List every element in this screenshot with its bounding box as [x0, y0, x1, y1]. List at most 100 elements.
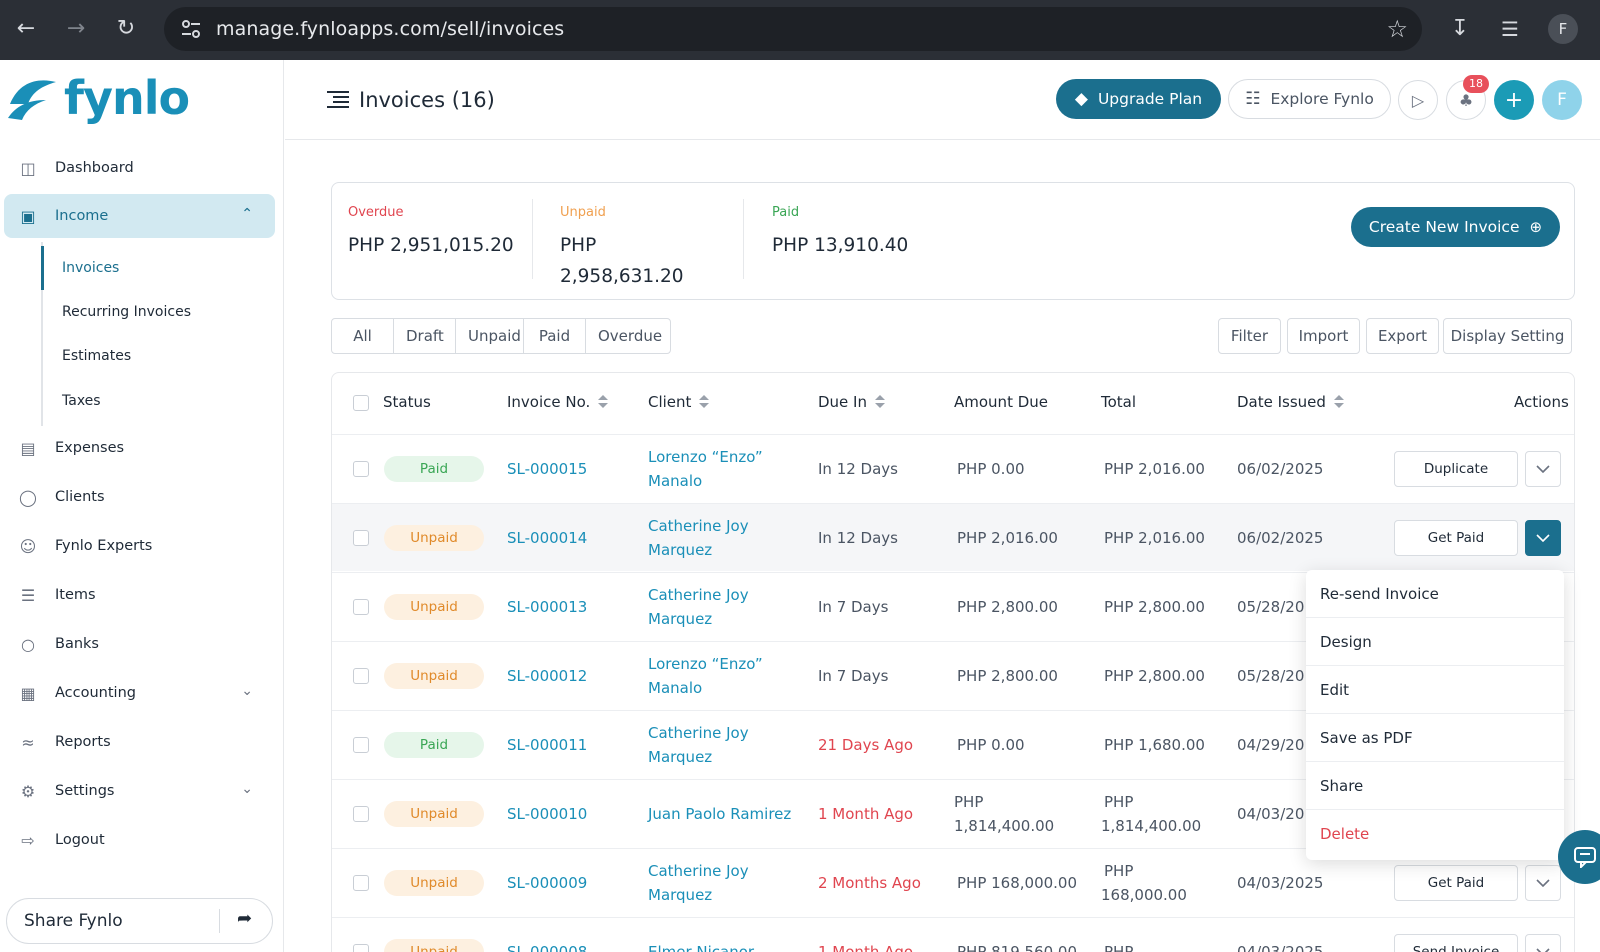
sort-icon[interactable]	[874, 395, 885, 409]
address-bar[interactable]: manage.fynloapps.com/sell/invoices ☆	[164, 7, 1422, 51]
table-row[interactable]	[332, 641, 1574, 709]
row-checkbox[interactable]	[353, 736, 369, 753]
sort-icon[interactable]	[699, 395, 710, 409]
site-settings-icon[interactable]	[180, 19, 202, 39]
forward-icon[interactable]: →	[66, 16, 86, 41]
video-button[interactable]: ▷	[1398, 80, 1438, 120]
client-name-link[interactable]: Catherine Joy	[648, 723, 749, 742]
column-header-due-in[interactable]: Due In	[818, 393, 885, 411]
sidebar-item-banks[interactable]: ○ Banks	[4, 622, 275, 666]
sidebar-item-clients[interactable]: ◯ Clients	[4, 475, 275, 519]
table-row[interactable]	[332, 572, 1574, 640]
invoice-number-link[interactable]: SL-000011	[507, 735, 588, 754]
select-all-checkbox[interactable]	[353, 395, 369, 411]
download-icon[interactable]: ↧	[1450, 16, 1470, 41]
sidebar-item-reports[interactable]: ≈ Reports	[4, 720, 275, 764]
user-avatar[interactable]: F	[1542, 80, 1582, 120]
upgrade-plan-button[interactable]: ◆ Upgrade Plan	[1056, 79, 1221, 119]
client-name-link[interactable]: Juan Paolo Ramirez	[648, 804, 792, 823]
url-text[interactable]: manage.fynloapps.com/sell/invoices	[216, 18, 565, 40]
menu-item-share[interactable]: Share	[1306, 762, 1564, 810]
table-row[interactable]	[332, 503, 1574, 571]
chevron-down-icon[interactable]: ⌄	[241, 781, 253, 797]
sidebar-item-accounting[interactable]: ▦ Accounting ⌄	[4, 671, 275, 715]
tab-paid[interactable]: Paid	[524, 319, 586, 353]
sidebar-item-settings[interactable]: ⚙ Settings ⌄	[4, 769, 275, 813]
column-header-date-issued[interactable]: Date Issued	[1237, 393, 1344, 411]
sidebar-subitem-estimates[interactable]: Estimates	[62, 348, 132, 364]
bookmark-star-icon[interactable]: ☆	[1386, 15, 1408, 43]
row-actions-dropdown-button[interactable]	[1525, 450, 1561, 487]
client-name-link[interactable]: Catherine Joy	[648, 516, 749, 535]
tab-draft[interactable]: Draft	[394, 319, 456, 353]
browser-profile-avatar[interactable]: F	[1548, 14, 1578, 44]
row-actions-dropdown-button[interactable]	[1525, 519, 1561, 556]
sidebar-item-fynlo-experts[interactable]: ☺ Fynlo Experts	[4, 524, 275, 568]
menu-item-delete[interactable]: Delete	[1320, 825, 1370, 843]
row-checkbox[interactable]	[353, 874, 369, 891]
client-name-link[interactable]: Manalo	[648, 471, 703, 490]
sidebar-subitem-invoices[interactable]: Invoices	[62, 260, 120, 276]
sidebar-item-logout[interactable]: ⇨ Logout	[4, 818, 275, 862]
menu-toggle-icon[interactable]	[327, 90, 349, 108]
client-name-link[interactable]: Marquez	[648, 540, 713, 559]
sidebar-item-items[interactable]: ☰ Items	[4, 573, 275, 617]
client-name-link[interactable]: Marquez	[648, 747, 713, 766]
table-row[interactable]	[332, 848, 1574, 916]
chevron-down-icon[interactable]: ⌄	[241, 683, 253, 699]
chat-support-button[interactable]	[1558, 830, 1600, 884]
sidebar-item-income[interactable]: ▣ Income ⌃	[4, 194, 275, 238]
client-name-link[interactable]: Manalo	[648, 678, 703, 697]
display-setting-button[interactable]: Display Setting	[1443, 318, 1572, 354]
invoice-number-link[interactable]: SL-000008	[507, 942, 588, 952]
row-checkbox[interactable]	[353, 667, 369, 684]
column-header-client[interactable]: Client	[648, 393, 710, 411]
sidebar-subitem-taxes[interactable]: Taxes	[62, 393, 101, 409]
row-checkbox[interactable]	[353, 943, 369, 952]
explore-fynlo-button[interactable]: ☷ Explore Fynlo	[1228, 79, 1391, 119]
row-checkbox[interactable]	[353, 529, 369, 546]
invoice-number-link[interactable]: SL-000009	[507, 873, 588, 892]
row-action-button[interactable]: Send Invoice	[1394, 933, 1518, 952]
client-name-link[interactable]: Catherine Joy	[648, 585, 749, 604]
client-name-link[interactable]: Marquez	[648, 885, 713, 904]
client-name-link[interactable]: Catherine Joy	[648, 861, 749, 880]
row-checkbox[interactable]	[353, 598, 369, 615]
table-row[interactable]	[332, 779, 1574, 847]
row-action-button[interactable]: Get Paid	[1394, 864, 1518, 901]
table-row[interactable]	[332, 434, 1574, 502]
client-name-link[interactable]: Lorenzo “Enzo”	[648, 447, 763, 466]
filter-button[interactable]: Filter	[1218, 318, 1281, 354]
row-action-button[interactable]: Duplicate	[1394, 450, 1518, 487]
back-icon[interactable]: ←	[16, 16, 36, 41]
table-row[interactable]	[332, 917, 1574, 952]
sidebar-item-expenses[interactable]: ▤ Expenses	[4, 426, 275, 470]
import-button[interactable]: Import	[1287, 318, 1360, 354]
sidebar-item-dashboard[interactable]: ◫ Dashboard	[4, 146, 275, 190]
media-queue-icon[interactable]: ☰	[1501, 17, 1519, 41]
menu-item-edit[interactable]: Edit	[1306, 666, 1564, 714]
add-button[interactable]: +	[1494, 80, 1534, 120]
tab-unpaid[interactable]: Unpaid	[456, 319, 524, 353]
invoice-number-link[interactable]: SL-000015	[507, 459, 588, 478]
row-actions-dropdown-button[interactable]	[1525, 933, 1561, 952]
sort-icon[interactable]	[1333, 395, 1344, 409]
tab-all[interactable]: All	[332, 319, 394, 353]
share-icon[interactable]: ➦	[237, 908, 253, 929]
invoice-number-link[interactable]: SL-000013	[507, 597, 588, 616]
export-button[interactable]: Export	[1366, 318, 1439, 354]
sort-icon[interactable]	[598, 395, 609, 409]
sidebar-subitem-recurring-invoices[interactable]: Recurring Invoices	[62, 304, 191, 320]
reload-icon[interactable]: ↻	[116, 16, 136, 41]
invoice-number-link[interactable]: SL-000012	[507, 666, 588, 685]
client-name-link[interactable]: Elmer Nicanor	[648, 942, 755, 952]
fynlo-logo[interactable]: fynlo	[6, 71, 190, 125]
chevron-up-icon[interactable]: ⌃	[241, 206, 253, 222]
invoice-number-link[interactable]: SL-000010	[507, 804, 588, 823]
row-action-button[interactable]: Get Paid	[1394, 519, 1518, 556]
menu-item-design[interactable]: Design	[1306, 618, 1564, 666]
row-actions-dropdown-button[interactable]	[1525, 864, 1561, 901]
client-name-link[interactable]: Lorenzo “Enzo”	[648, 654, 763, 673]
menu-item-save-as-pdf[interactable]: Save as PDF	[1306, 714, 1564, 762]
menu-item-resend-invoice[interactable]: Re-send Invoice	[1306, 570, 1564, 618]
